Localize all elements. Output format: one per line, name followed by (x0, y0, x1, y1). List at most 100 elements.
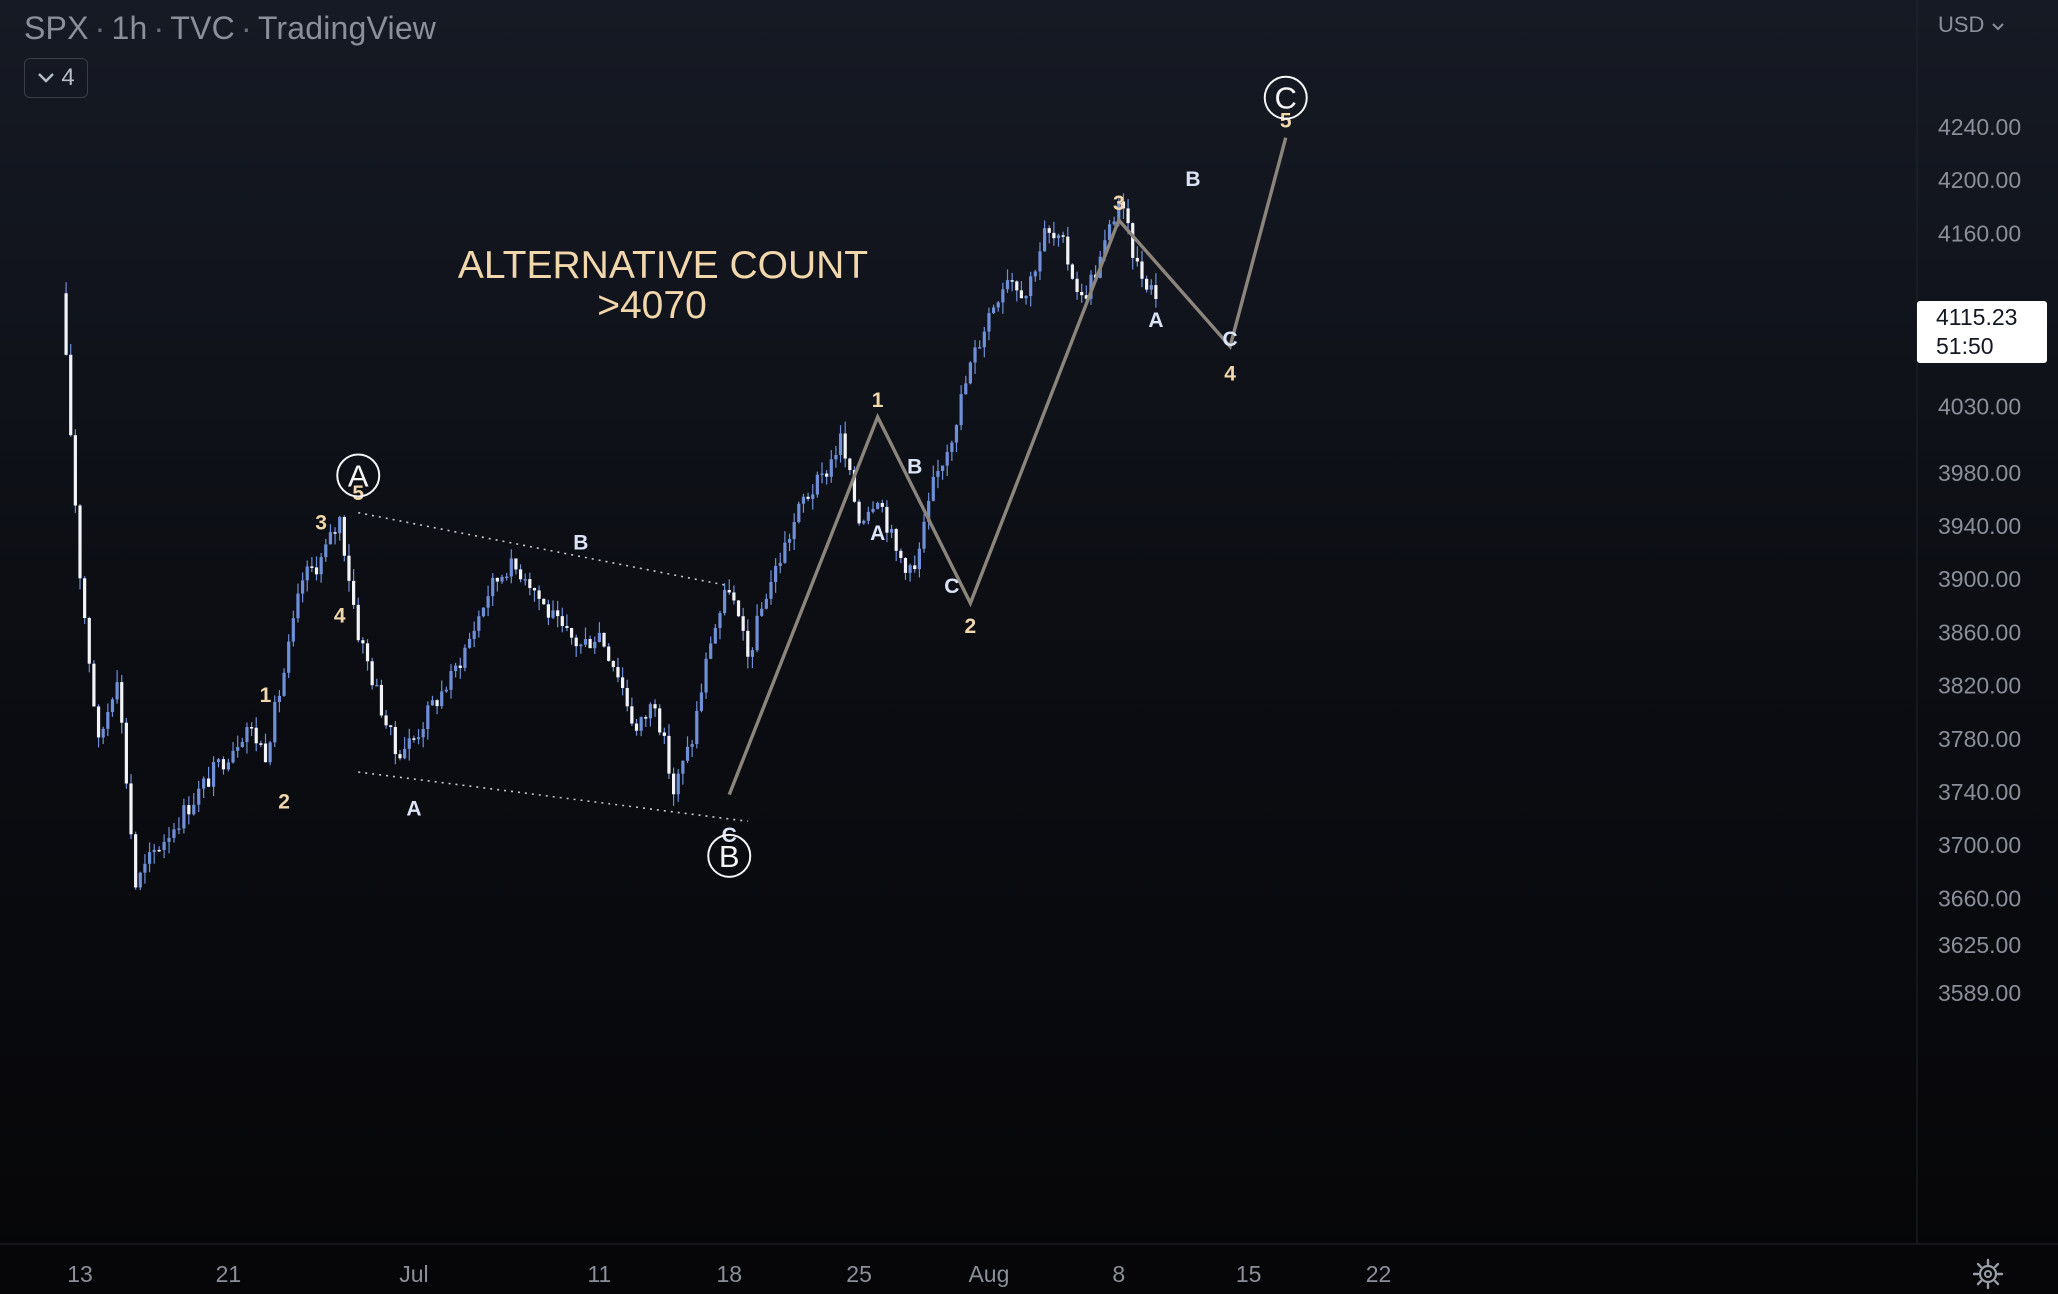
candle-body (760, 608, 764, 616)
last-price-label: 4115.23 51:50 (1917, 301, 2047, 363)
candle-body (454, 665, 458, 672)
candle-body (500, 576, 504, 582)
candle-body (138, 872, 142, 888)
candle-body (709, 643, 713, 659)
x-tick-label: 11 (587, 1261, 611, 1287)
candle-body (546, 604, 550, 618)
price-axis[interactable]: 4240.004200.004160.004080.004030.003980.… (1938, 114, 2021, 1006)
candle-body (147, 852, 152, 864)
candle-body (444, 689, 448, 692)
candle-body (940, 465, 945, 471)
candle-body (718, 613, 722, 628)
candles (64, 193, 1158, 891)
candle-body (732, 592, 736, 601)
bar-countdown: 51:50 (1936, 333, 1994, 359)
y-tick-label: 3980.00 (1938, 460, 2021, 486)
candle-body (477, 616, 481, 631)
y-tick-label: 4200.00 (1938, 167, 2021, 193)
candle-body (1019, 290, 1024, 299)
candle-body (236, 747, 240, 751)
candle-body (1052, 232, 1056, 239)
candle-body (277, 695, 282, 702)
y-tick-label: 4240.00 (1938, 114, 2021, 140)
annotation: ALTERNATIVE COUNT >4070 (458, 244, 868, 327)
candle-body (866, 511, 870, 521)
candle-body (1135, 257, 1139, 262)
candle-body (838, 433, 843, 455)
candle-body (1103, 240, 1107, 257)
candle-body (152, 849, 156, 853)
candle-body (1043, 228, 1047, 252)
y-tick-label: 3820.00 (1938, 673, 2021, 699)
wave-label: 5 (352, 482, 364, 505)
candle-body (681, 760, 685, 774)
wave-label: A (870, 522, 885, 545)
candle-body (361, 640, 365, 644)
candle-body (338, 517, 342, 534)
candle-body (658, 708, 662, 733)
wave-label: 2 (965, 615, 977, 638)
candle-body (792, 521, 796, 540)
candle-body (834, 454, 838, 460)
candle-body (110, 699, 115, 713)
candle-body (187, 805, 191, 815)
candle-body (769, 582, 773, 599)
candle-body (202, 778, 206, 789)
circled-wave-marker (1263, 75, 1308, 120)
candle-body (314, 567, 319, 575)
candle-body (440, 691, 444, 707)
candle-body (634, 723, 639, 731)
candle-body (347, 555, 351, 581)
candle-body (908, 565, 912, 573)
candle-body (1126, 208, 1130, 224)
header-separator: · (94, 10, 106, 46)
candle-body (787, 539, 792, 543)
candle-body (1145, 278, 1149, 290)
candle-body (704, 658, 708, 693)
gear-icon[interactable] (1972, 1258, 2004, 1290)
candle-body (403, 748, 407, 759)
candle-body (551, 610, 555, 618)
candle-body (667, 735, 671, 774)
interval-label[interactable]: 1h (111, 10, 148, 46)
candle-body (273, 701, 277, 743)
candle-body (226, 762, 230, 770)
candle-body (741, 616, 745, 631)
candle-body (389, 725, 393, 727)
symbol-header[interactable]: SPX · 1h · TVC · TradingView (24, 10, 436, 47)
candle-body (1075, 278, 1079, 292)
candle-body (370, 661, 374, 686)
header-separator: · (153, 10, 165, 46)
y-tick-label: 3740.00 (1938, 779, 2021, 805)
y-tick-label: 3700.00 (1938, 832, 2021, 858)
chevron-down-icon (1991, 23, 2004, 31)
candle-body (676, 773, 680, 795)
candle-body (393, 726, 397, 755)
x-tick-label: Jul (399, 1261, 428, 1287)
candle-body (945, 451, 949, 466)
candle-body (1010, 280, 1014, 282)
candle-body (92, 663, 96, 707)
symbol-label[interactable]: SPX (24, 10, 89, 46)
wave-label: B (1185, 168, 1200, 191)
wave-path (727, 137, 1288, 796)
candle-body (829, 459, 833, 477)
candle-body (699, 692, 704, 711)
candle-body (620, 677, 625, 688)
legend-toggle-button[interactable]: 4 (24, 58, 88, 98)
candle-body (291, 618, 295, 642)
candle-body (172, 829, 176, 838)
candle-body (426, 705, 430, 729)
candle-body (328, 532, 333, 545)
x-tick-label: 22 (1366, 1261, 1392, 1287)
currency-selector[interactable]: USD (1938, 12, 2005, 38)
wave-label: C (1223, 328, 1238, 351)
time-axis[interactable]: 13 21 Jul 11 18 25 Aug 8 15 22 (67, 1261, 1391, 1287)
y-tick-label: 3625.00 (1938, 932, 2021, 958)
candle-body (996, 302, 1000, 308)
y-tick-label: 4160.00 (1938, 220, 2021, 246)
candle-body (922, 521, 926, 549)
candle-body (815, 474, 819, 495)
candle-body (449, 671, 453, 690)
